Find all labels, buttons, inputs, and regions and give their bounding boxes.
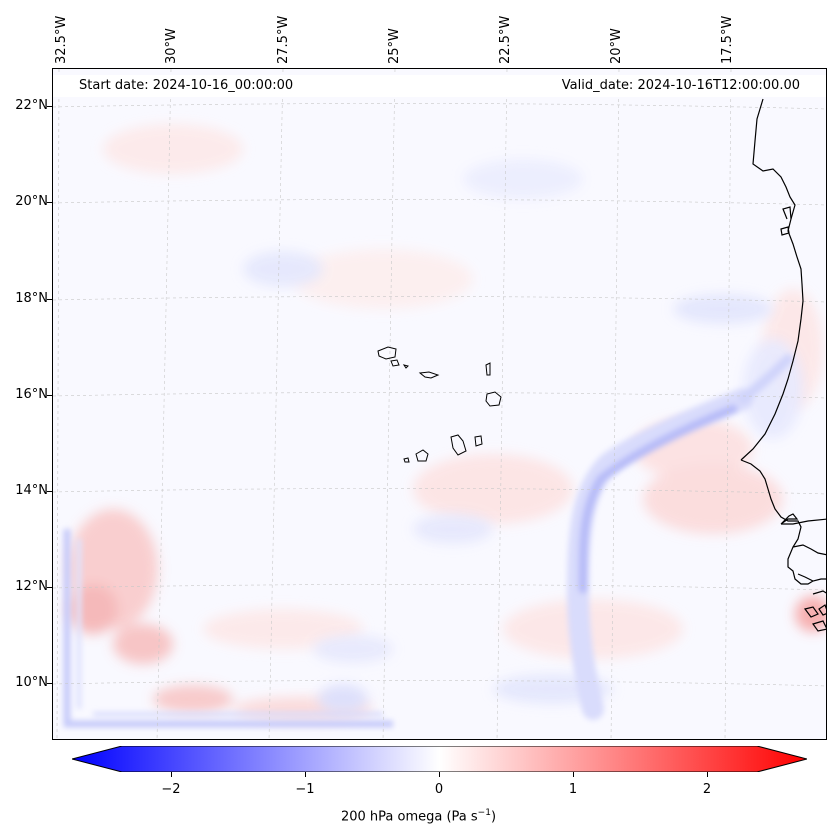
negative-omega-band: [566, 354, 793, 720]
coast-gambia-estuary: [780, 513, 799, 525]
lon-label-27-5w: 27.5°W: [276, 15, 291, 64]
colorbar-tick-neg2: [171, 772, 172, 777]
island-fogo: [415, 449, 429, 462]
lat-label-10n: 10°N: [15, 675, 48, 690]
coast-bijagos-3: [818, 604, 826, 616]
coast-border-1: [781, 518, 826, 525]
omega-field-map[interactable]: [53, 69, 827, 740]
island-sal: [485, 362, 491, 376]
colorbar-title-exponent: −1: [477, 808, 491, 818]
colorbar-label-neg1: −1: [295, 782, 315, 797]
african-coastline: [740, 98, 826, 632]
island-boa-vista: [485, 391, 502, 407]
lon-label-32-5w: 32.5°W: [54, 15, 69, 64]
header-strip: [53, 75, 826, 97]
boundary-bands: [63, 529, 393, 728]
gridlines: [53, 69, 826, 739]
colorbar-title: 200 hPa omega (Pa s−1): [0, 808, 837, 824]
lon-label-22-5w: 22.5°W: [498, 15, 513, 64]
lat-label-14n: 14°N: [15, 483, 48, 498]
colorbar: [72, 746, 807, 772]
cape-verde-islands: [377, 346, 502, 463]
field-background: [53, 69, 826, 739]
island-brava: [403, 457, 410, 463]
lat-label-16n: 16°N: [15, 387, 48, 402]
lat-label-20n: 20°N: [15, 194, 48, 209]
coast-bijagos-1: [803, 606, 819, 618]
colorbar-label-0: 0: [434, 782, 444, 797]
colorbar-tick-0: [439, 772, 440, 777]
island-santa-luzia: [402, 364, 409, 369]
lon-label-25w: 25°W: [387, 28, 402, 64]
colorbar-label-2: 2: [702, 782, 712, 797]
island-santiago: [450, 434, 467, 456]
valid-date-text: Valid_date: 2024-10-16T12:00:00.00: [561, 78, 800, 93]
coast-guinea-bissau: [792, 544, 826, 582]
colorbar-fill: [72, 746, 807, 772]
coast-senegal: [740, 459, 826, 585]
lon-label-30w: 30°W: [164, 28, 179, 64]
colorbar-label-neg2: −2: [161, 782, 181, 797]
colorbar-title-end: ): [490, 809, 497, 825]
lat-label-12n: 12°N: [15, 579, 48, 594]
lat-label-22n: 22°N: [15, 98, 48, 113]
colorbar-tick-1: [573, 772, 574, 777]
map-panel[interactable]: Start date: 2024-10-16_00:00:00 Valid_da…: [52, 68, 827, 740]
colorbar-title-main: 200 hPa omega (Pa s: [340, 809, 478, 825]
start-date-text: Start date: 2024-10-16_00:00:00: [79, 78, 294, 93]
island-sao-vicente: [390, 359, 400, 367]
coast-mauritania: [740, 98, 804, 461]
coast-bijagos-2: [812, 620, 826, 632]
colorbar-label-1: 1: [568, 782, 578, 797]
island-maio: [474, 435, 483, 447]
coast-guinea: [812, 590, 826, 595]
island-sao-nicolau: [418, 371, 440, 379]
lon-label-20w: 20°W: [609, 28, 624, 64]
colorbar-tick-neg1: [305, 772, 306, 777]
coast-banc-arguin: [780, 206, 792, 236]
lat-label-18n: 18°N: [15, 291, 48, 306]
colorbar-tick-2: [707, 772, 708, 777]
lon-label-17-5w: 17.5°W: [720, 15, 735, 64]
island-santo-antao: [377, 346, 397, 360]
